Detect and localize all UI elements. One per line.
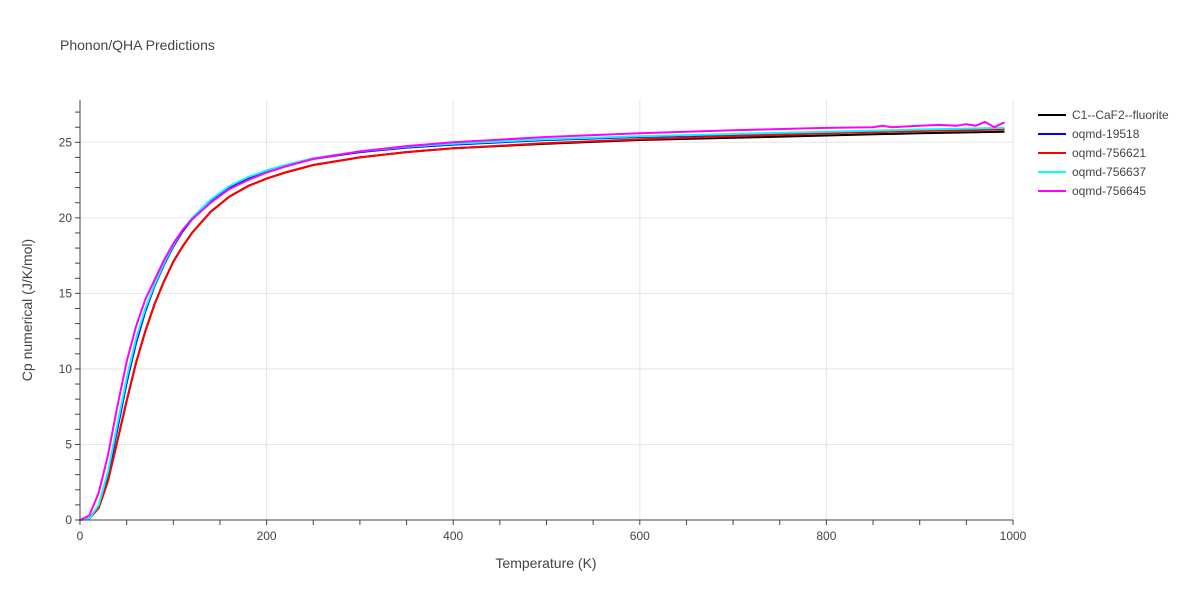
y-tick-label: 5 bbox=[65, 437, 72, 451]
chart-title: Phonon/QHA Predictions bbox=[60, 37, 215, 53]
series-line bbox=[79, 130, 1005, 521]
series-line bbox=[79, 128, 1005, 521]
x-tick-label: 600 bbox=[630, 529, 650, 543]
y-axis-title: Cp numerical (J/K/mol) bbox=[19, 239, 35, 381]
x-tick-label: 800 bbox=[816, 529, 836, 543]
tick-labels: 0 200 400 600 800 1000 0 5 10 15 20 25 bbox=[59, 135, 1027, 543]
x-axis-title: Temperature (K) bbox=[495, 555, 596, 571]
series-line bbox=[79, 126, 1005, 521]
x-tick-label: 0 bbox=[77, 529, 84, 543]
y-tick-label: 10 bbox=[59, 362, 73, 376]
series-line bbox=[79, 120, 1005, 521]
x-tick-label: 400 bbox=[443, 529, 463, 543]
legend-label: C1--CaF2--fluorite bbox=[1072, 108, 1169, 122]
legend-label: oqmd-19518 bbox=[1072, 127, 1140, 141]
legend: C1--CaF2--fluorite oqmd-19518 oqmd-756621 o… bbox=[1038, 108, 1169, 198]
y-tick-label: 25 bbox=[59, 135, 73, 149]
x-tick-label: 200 bbox=[257, 529, 277, 543]
x-tick-label: 1000 bbox=[1000, 529, 1027, 543]
legend-label: oqmd-756637 bbox=[1072, 165, 1146, 179]
y-tick-label: 15 bbox=[59, 286, 73, 300]
series-line bbox=[79, 127, 1005, 521]
grid bbox=[80, 100, 1014, 520]
plot-area bbox=[79, 120, 1005, 521]
y-tick-label: 0 bbox=[65, 513, 72, 527]
legend-label: oqmd-756621 bbox=[1072, 146, 1146, 160]
legend-label: oqmd-756645 bbox=[1072, 184, 1146, 198]
y-tick-label: 20 bbox=[59, 211, 73, 225]
axes bbox=[75, 100, 1014, 525]
